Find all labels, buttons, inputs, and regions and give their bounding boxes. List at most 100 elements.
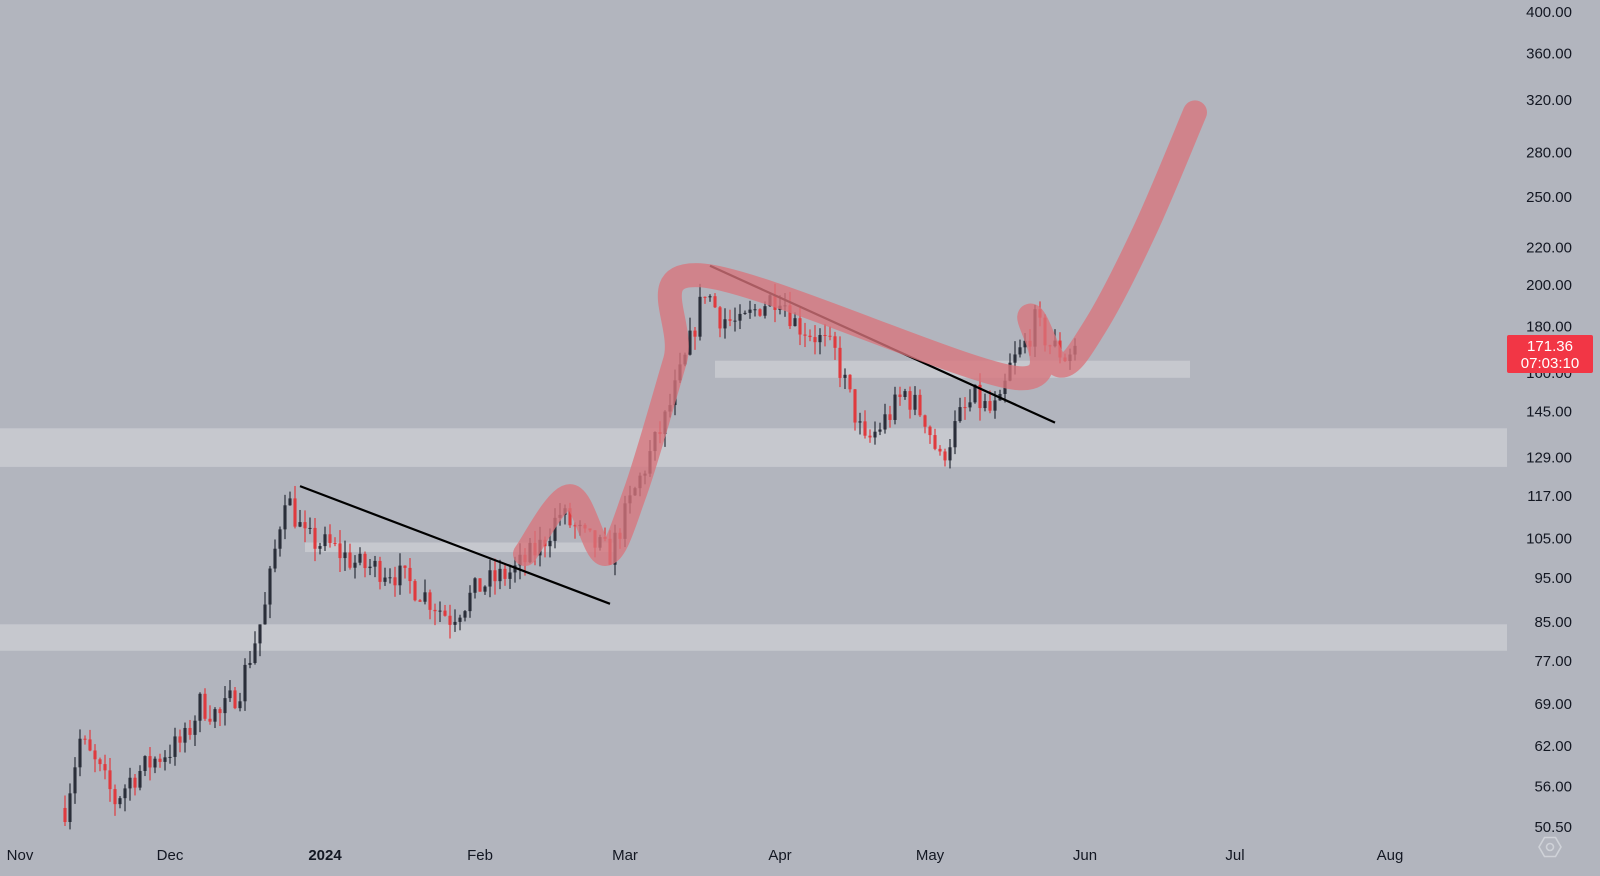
candle [173, 727, 177, 766]
candle [943, 448, 947, 467]
y-tick-label: 85.00 [1534, 614, 1572, 631]
candle [748, 300, 752, 319]
y-tick-label: 117.00 [1527, 488, 1572, 505]
candle [808, 329, 812, 342]
candle [923, 414, 927, 434]
candle [138, 765, 142, 791]
candle [713, 293, 717, 309]
candle [863, 410, 867, 439]
candle [733, 307, 737, 332]
y-tick-label: 77.00 [1534, 653, 1572, 670]
last-price-value: 171.36 [1527, 338, 1573, 355]
candle [143, 755, 147, 777]
y-tick-label: 105.00 [1526, 531, 1572, 548]
trendline-0[interactable] [299, 485, 611, 605]
candle [133, 773, 137, 796]
candle [353, 555, 357, 579]
candle [418, 599, 422, 602]
candle [718, 305, 722, 338]
candle [288, 491, 292, 506]
candle [273, 539, 277, 573]
x-tick-label: Jul [1225, 847, 1244, 864]
candle [848, 374, 852, 393]
candle [463, 610, 467, 622]
candle [303, 510, 307, 543]
y-tick-label: 145.00 [1526, 404, 1572, 421]
candle [508, 564, 512, 589]
candle [198, 692, 202, 733]
candle [378, 556, 382, 590]
candle [758, 308, 762, 317]
candle [83, 735, 87, 745]
candle [153, 756, 157, 774]
candle [308, 517, 312, 535]
candle [953, 410, 957, 455]
candle [178, 729, 182, 753]
candle [88, 729, 92, 752]
candle [208, 705, 212, 725]
candle [458, 614, 462, 631]
chart-settings-icon[interactable] [1538, 836, 1562, 858]
time-axis[interactable]: Nov Dec 2024 Feb Mar Apr May Jun Jul Aug [7, 847, 1404, 864]
candle [188, 719, 192, 740]
candle [323, 526, 327, 551]
candle [438, 601, 442, 623]
candle [818, 328, 822, 355]
candle [63, 795, 67, 827]
projected-path[interactable] [513, 100, 1207, 567]
candle [693, 327, 697, 350]
candle [248, 651, 252, 669]
candle [363, 551, 367, 578]
candle [78, 729, 82, 777]
candle [448, 604, 452, 639]
candle [313, 518, 317, 562]
candle [938, 445, 942, 456]
candle [928, 425, 932, 444]
candle [893, 386, 897, 425]
candle [283, 494, 287, 540]
y-tick-label: 180.00 [1526, 318, 1572, 335]
support-zone-1 [0, 624, 1507, 651]
candle [483, 585, 487, 595]
candle [428, 589, 432, 620]
x-tick-label: May [916, 847, 945, 864]
candle [968, 389, 972, 412]
candle [443, 604, 447, 617]
candle [328, 524, 332, 548]
candle [478, 578, 482, 592]
last-price-tag: 171.36 07:03:10 [1507, 335, 1593, 373]
candle [168, 744, 172, 764]
candle [473, 577, 477, 599]
candle [333, 537, 337, 547]
candle [388, 568, 392, 584]
candle [803, 322, 807, 348]
candle [948, 438, 952, 469]
candle [343, 540, 347, 571]
x-tick-label: Dec [157, 847, 184, 864]
candle [573, 522, 577, 539]
candle [753, 303, 757, 317]
candle [373, 555, 377, 578]
x-tick-label: Aug [1377, 847, 1404, 864]
candle [383, 567, 387, 586]
candle [488, 559, 492, 598]
y-tick-label: 200.00 [1526, 277, 1572, 294]
candle [918, 389, 922, 418]
candle [903, 388, 907, 400]
candle [698, 283, 702, 341]
candle [858, 412, 862, 435]
price-axis[interactable]: 400.00 360.00 320.00 280.00 250.00 220.00 200.… [1526, 4, 1572, 836]
candle [703, 296, 707, 304]
candle [238, 692, 242, 712]
candle [243, 658, 247, 711]
candle [263, 592, 267, 625]
candle [213, 707, 217, 729]
candle [203, 688, 207, 721]
candle [278, 526, 282, 557]
last-price-tag-bg [1507, 335, 1593, 373]
candle [223, 686, 227, 726]
x-tick-label: Nov [7, 847, 34, 864]
candle [298, 509, 302, 528]
